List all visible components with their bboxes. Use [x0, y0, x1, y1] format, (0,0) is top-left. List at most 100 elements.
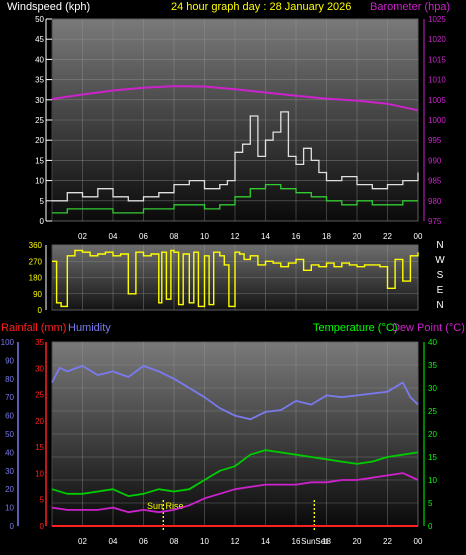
- hour-tick-label: 22: [383, 537, 392, 546]
- rainfall-tick-label: 35: [35, 338, 44, 347]
- wind-axis-title: Windspeed (kph): [7, 1, 90, 13]
- compass-letter: W: [435, 255, 445, 266]
- humidity-tick-label: 20: [5, 485, 14, 494]
- compass-letter: N: [436, 300, 443, 311]
- hour-tick-label: 18: [322, 232, 331, 241]
- barometer-tick-label: 1020: [428, 35, 446, 44]
- wind-tick-label: 50: [35, 15, 44, 24]
- barometer-tick-label: 1000: [428, 116, 446, 125]
- barometer-tick-label: 1025: [428, 15, 446, 24]
- barometer-tick-label: 1005: [428, 96, 446, 105]
- wind-tick-label: 40: [35, 55, 44, 64]
- wind-tick-label: 10: [35, 177, 44, 186]
- hour-tick-label: 02: [78, 537, 87, 546]
- rainfall-tick-label: 5: [40, 496, 45, 505]
- hour-tick-label: 20: [353, 537, 362, 546]
- direction-tick-label: 360: [29, 241, 43, 250]
- hour-tick-label: 10: [200, 232, 209, 241]
- barometer-tick-label: 975: [428, 217, 442, 226]
- humidity-tick-label: 80: [5, 375, 14, 384]
- wind-tick-label: 20: [35, 136, 44, 145]
- hour-tick-label: 06: [139, 232, 148, 241]
- compass-letter: S: [437, 270, 444, 281]
- humidity-tick-label: 60: [5, 412, 14, 421]
- barometer-tick-label: 1015: [428, 55, 446, 64]
- hour-tick-label: 18: [322, 537, 331, 546]
- humidity-tick-label: 10: [5, 504, 14, 513]
- humidity-tick-label: 0: [10, 522, 15, 531]
- hour-tick-label: 22: [383, 232, 392, 241]
- temp-tick-label: 5: [428, 499, 433, 508]
- temp-tick-label: 25: [428, 407, 437, 416]
- temp-tick-label: 40: [428, 338, 437, 347]
- humidity-tick-label: 40: [5, 448, 14, 457]
- hour-tick-label: 20: [353, 232, 362, 241]
- wind-tick-label: 0: [40, 217, 45, 226]
- humidity-tick-label: 50: [5, 430, 14, 439]
- humidity-tick-label: 30: [5, 467, 14, 476]
- hour-tick-label: 12: [231, 232, 240, 241]
- direction-tick-label: 180: [29, 274, 43, 283]
- hour-tick-label: 16: [292, 537, 301, 546]
- rainfall-tick-label: 30: [35, 364, 44, 373]
- direction-tick-label: 90: [33, 290, 42, 299]
- wind-tick-label: 35: [35, 76, 44, 85]
- humidity-line: [51, 364, 419, 421]
- barometer-tick-label: 990: [428, 156, 442, 165]
- hour-tick-label: 06: [139, 537, 148, 546]
- humidity-tick-label: 90: [5, 356, 14, 365]
- rainfall-tick-label: 10: [35, 469, 44, 478]
- wind-tick-label: 45: [35, 35, 44, 44]
- wind-tick-label: 5: [40, 197, 45, 206]
- humidity-tick-label: 70: [5, 393, 14, 402]
- rainfall-tick-label: 25: [35, 391, 44, 400]
- hour-tick-label: 14: [261, 232, 270, 241]
- hour-tick-label: 02: [78, 232, 87, 241]
- temp-tick-label: 0: [428, 522, 433, 531]
- barometer-tick-label: 985: [428, 177, 442, 186]
- graph-date-title: 24 hour graph day : 28 January 2026: [171, 1, 351, 13]
- barometer-tick-label: 1010: [428, 76, 446, 85]
- temp-tick-label: 20: [428, 430, 437, 439]
- dewpoint-axis-title: Dew Point (°C): [392, 322, 465, 334]
- hour-tick-label: 08: [170, 232, 179, 241]
- hour-tick-label: 16: [292, 232, 301, 241]
- humidity-axis-title: Humidity: [68, 322, 111, 334]
- hour-tick-label: 08: [170, 537, 179, 546]
- wind-avg-line: [52, 183, 418, 214]
- temperature-axis-title: Temperature (°C): [313, 322, 397, 334]
- temperature-line: [51, 449, 419, 498]
- wind-tick-label: 30: [35, 96, 44, 105]
- humidity-tick-label: 100: [1, 338, 15, 347]
- temp-humidity-panel: 0 5 10 15 20 25 30 35 40 0 10 20 30 40 50 60 70 80 90 100 0 5…: [1, 338, 438, 546]
- temp-tick-label: 30: [428, 384, 437, 393]
- hour-tick-label: 04: [109, 232, 118, 241]
- hour-tick-label: 12: [231, 537, 240, 546]
- barometer-line: [51, 85, 419, 112]
- temp-tick-label: 15: [428, 453, 437, 462]
- hour-tick-label: 10: [200, 537, 209, 546]
- rainfall-tick-label: 0: [40, 522, 45, 531]
- wind-tick-label: 15: [35, 156, 44, 165]
- rainfall-tick-label: 20: [35, 417, 44, 426]
- wind-gust-line: [52, 111, 419, 202]
- hour-tick-label: 14: [261, 537, 270, 546]
- dewpoint-line: [51, 472, 419, 514]
- direction-tick-label: 0: [38, 306, 43, 315]
- direction-tick-label: 270: [29, 257, 43, 266]
- compass-letter: E: [437, 285, 444, 296]
- compass-letter: N: [436, 240, 443, 251]
- rainfall-tick-label: 15: [35, 443, 44, 452]
- barometer-tick-label: 995: [428, 136, 442, 145]
- sunrise-label: Sun Rise: [147, 501, 184, 511]
- hour-tick-label: 04: [109, 537, 118, 546]
- sunset-label: SunSet: [301, 537, 328, 546]
- rainfall-axis-title: Rainfall (mm): [1, 322, 66, 334]
- temp-tick-label: 35: [428, 361, 437, 370]
- temp-tick-label: 10: [428, 476, 437, 485]
- hour-tick-label: 00: [414, 232, 423, 241]
- wind-direction-line: [52, 249, 419, 308]
- wind-direction-panel: 0 90 180 270 360: [29, 241, 419, 315]
